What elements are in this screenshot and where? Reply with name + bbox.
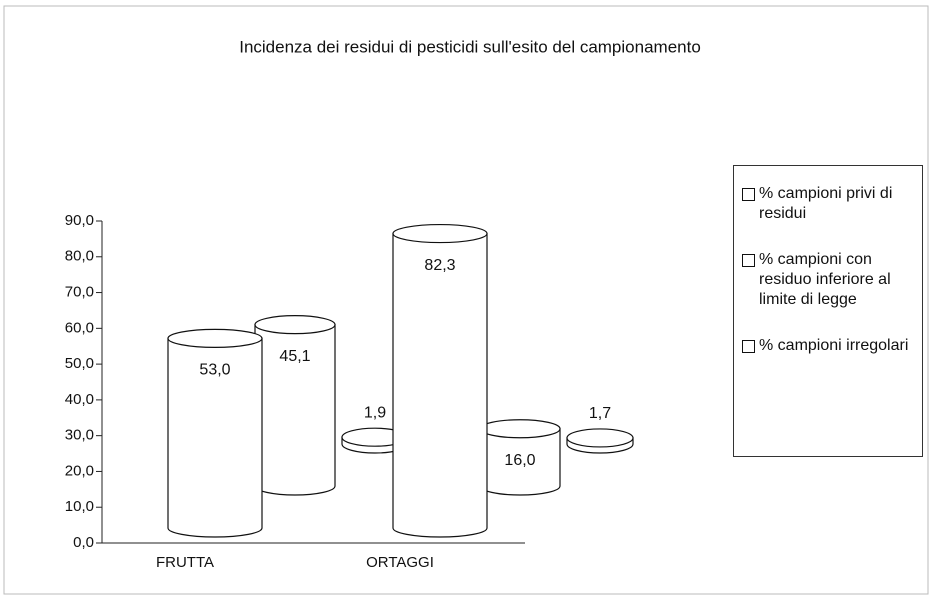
y-tick-label: 60,0 xyxy=(65,319,94,336)
y-tick-label: 20,0 xyxy=(65,462,94,479)
value-label: 45,1 xyxy=(279,348,310,365)
x-tick-label: FRUTTA xyxy=(156,554,214,571)
legend-item: % campioni irregolari xyxy=(742,336,916,356)
y-tick-label: 10,0 xyxy=(65,498,94,515)
legend-label: % campioni privi di residui xyxy=(759,185,893,222)
y-tick-label: 90,0 xyxy=(65,212,94,229)
cylinder xyxy=(392,232,488,538)
legend: % campioni privi di residui % campioni co… xyxy=(733,165,923,457)
y-tick-label: 40,0 xyxy=(65,391,94,408)
cylinder-top xyxy=(479,419,561,439)
y-tick-label: 0,0 xyxy=(73,534,94,551)
legend-swatch xyxy=(742,188,755,201)
value-label: 1,7 xyxy=(589,405,611,422)
value-label: 82,3 xyxy=(424,257,455,274)
y-tick-label: 80,0 xyxy=(65,248,94,265)
cylinder xyxy=(167,337,263,538)
legend-swatch xyxy=(742,340,755,353)
cylinder-top xyxy=(254,315,336,335)
legend-label: % campioni irregolari xyxy=(759,337,909,354)
legend-label: % campioni con residuo inferiore al limi… xyxy=(759,251,891,308)
legend-swatch xyxy=(742,254,755,267)
cylinder-top xyxy=(167,328,263,348)
legend-item: % campioni privi di residui xyxy=(742,184,916,224)
y-tick-label: 70,0 xyxy=(65,284,94,301)
legend-item: % campioni con residuo inferiore al limi… xyxy=(742,250,916,310)
y-tick-label: 50,0 xyxy=(65,355,94,372)
value-label: 1,9 xyxy=(364,404,386,421)
chart-frame xyxy=(3,5,929,595)
plot: 1,9 1,7 45,1 16,0 53,0 82,3 xyxy=(167,223,634,538)
x-tick-label: ORTAGGI xyxy=(366,554,434,571)
y-tick-label: 30,0 xyxy=(65,427,94,444)
chart-title: Incidenza dei residui di pesticidi sull'… xyxy=(239,37,701,56)
value-label: 53,0 xyxy=(199,362,230,379)
cylinder-top xyxy=(392,223,488,244)
cylinder-top xyxy=(566,428,634,448)
value-label: 16,0 xyxy=(504,452,535,469)
